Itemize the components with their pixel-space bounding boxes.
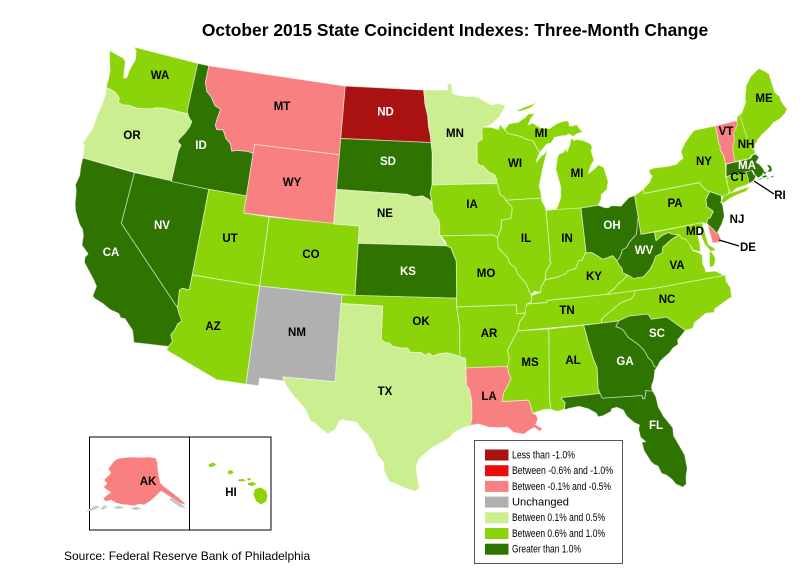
svg-text:AR: AR bbox=[481, 328, 498, 340]
svg-text:MS: MS bbox=[521, 357, 539, 369]
svg-text:OK: OK bbox=[412, 316, 430, 328]
svg-text:OH: OH bbox=[603, 220, 620, 232]
svg-text:SD: SD bbox=[380, 156, 396, 168]
svg-text:KS: KS bbox=[400, 266, 416, 278]
svg-text:LA: LA bbox=[481, 391, 496, 403]
svg-text:NC: NC bbox=[659, 294, 676, 306]
svg-text:MO: MO bbox=[477, 268, 496, 280]
svg-text:IL: IL bbox=[521, 233, 531, 245]
svg-text:MI: MI bbox=[535, 128, 548, 140]
svg-text:PA: PA bbox=[667, 198, 682, 210]
svg-text:TN: TN bbox=[559, 305, 574, 317]
svg-text:SC: SC bbox=[649, 328, 665, 340]
svg-text:MN: MN bbox=[446, 128, 464, 140]
svg-text:Greater than 1.0%: Greater than 1.0% bbox=[512, 544, 581, 556]
svg-text:CT: CT bbox=[730, 172, 745, 184]
svg-text:VT: VT bbox=[719, 126, 734, 138]
svg-text:NM: NM bbox=[288, 327, 306, 339]
svg-text:TX: TX bbox=[378, 386, 393, 398]
svg-text:UT: UT bbox=[222, 233, 237, 245]
svg-text:Source: Federal Reserve Bank o: Source: Federal Reserve Bank of Philadel… bbox=[64, 549, 310, 563]
svg-text:ME: ME bbox=[755, 93, 773, 105]
svg-text:AK: AK bbox=[140, 476, 157, 488]
svg-text:CO: CO bbox=[302, 249, 319, 261]
svg-text:ND: ND bbox=[377, 107, 394, 119]
svg-text:WY: WY bbox=[283, 177, 302, 189]
svg-text:Between -0.1% and -0.5%: Between -0.1% and -0.5% bbox=[512, 481, 611, 493]
svg-text:Between 0.1% and 0.5%: Between 0.1% and 0.5% bbox=[512, 512, 605, 524]
svg-text:NE: NE bbox=[377, 208, 393, 220]
svg-text:CA: CA bbox=[103, 247, 120, 259]
svg-text:Unchanged: Unchanged bbox=[512, 497, 569, 509]
svg-text:KY: KY bbox=[586, 271, 602, 283]
svg-text:MD: MD bbox=[686, 226, 704, 238]
svg-text:WI: WI bbox=[508, 158, 522, 170]
svg-text:Between -0.6% and -1.0%: Between -0.6% and -1.0% bbox=[512, 465, 613, 477]
svg-text:IA: IA bbox=[466, 199, 478, 211]
svg-text:ID: ID bbox=[195, 140, 207, 152]
svg-text:NY: NY bbox=[696, 156, 712, 168]
svg-text:WA: WA bbox=[151, 70, 170, 82]
svg-text:NH: NH bbox=[738, 139, 755, 151]
svg-text:DE: DE bbox=[740, 242, 756, 254]
svg-text:AL: AL bbox=[565, 355, 580, 367]
svg-text:NV: NV bbox=[154, 220, 170, 232]
svg-text:GA: GA bbox=[616, 356, 633, 368]
svg-text:Less than -1.0%: Less than -1.0% bbox=[512, 449, 575, 461]
svg-text:AZ: AZ bbox=[205, 321, 220, 333]
svg-text:NJ: NJ bbox=[730, 214, 745, 226]
svg-text:HI: HI bbox=[225, 487, 237, 499]
svg-text:OR: OR bbox=[123, 130, 141, 142]
svg-text:FL: FL bbox=[649, 420, 663, 432]
svg-text:MA: MA bbox=[738, 160, 756, 172]
svg-text:VA: VA bbox=[669, 260, 684, 272]
svg-text:IN: IN bbox=[561, 233, 573, 245]
svg-text:MT: MT bbox=[274, 101, 291, 113]
svg-text:WV: WV bbox=[635, 245, 654, 257]
svg-text:Between 0.6% and 1.0%: Between 0.6% and 1.0% bbox=[512, 528, 605, 540]
svg-text:MI: MI bbox=[571, 168, 584, 180]
svg-text:October 2015 State Coincident: October 2015 State Coincident Indexes: T… bbox=[202, 20, 709, 40]
svg-text:RI: RI bbox=[774, 190, 786, 202]
